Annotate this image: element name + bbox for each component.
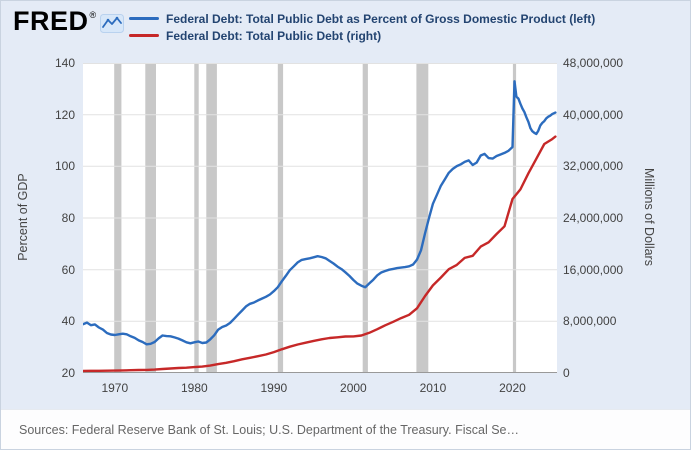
left-axis-tick-label: 20	[61, 366, 75, 380]
left-axis-tick-label: 140	[54, 56, 75, 70]
fred-logo[interactable]: FRED ®	[13, 6, 125, 38]
registered-trademark: ®	[89, 10, 97, 20]
plot-area[interactable]	[81, 63, 557, 373]
right-axis-tick-label: 48,000,000	[563, 56, 624, 70]
left-axis-tick-label: 100	[54, 159, 75, 174]
right-axis-tick-label: 8,000,000	[563, 314, 617, 329]
legend-line-swatch-red	[129, 34, 159, 37]
x-axis-tick-label: 2010	[419, 381, 447, 395]
left-axis-tick-label: 60	[61, 262, 75, 277]
x-axis-tick-label: 1970	[101, 381, 129, 395]
chart-header: FRED ® Federal Debt: Total Public Debt a…	[1, 1, 690, 53]
right-axis-tick-label: 24,000,000	[563, 211, 624, 225]
x-axis-tick-label: 1980	[180, 381, 208, 395]
left-axis-tick-label: 120	[54, 107, 75, 122]
legend-label: Federal Debt: Total Public Debt (right)	[166, 28, 382, 43]
chart-legend: Federal Debt: Total Public Debt as Perce…	[129, 10, 595, 44]
left-axis-tick-label: 40	[61, 314, 75, 329]
sparkline-icon	[100, 14, 125, 38]
right-axis-tick-label: 0	[563, 366, 570, 380]
x-axis-tick-label: 2020	[499, 381, 526, 395]
right-axis-tick-label: 16,000,000	[563, 262, 624, 277]
right-axis-tick-label: 40,000,000	[563, 107, 624, 122]
chart-footer: Sources: Federal Reserve Bank of St. Lou…	[1, 409, 690, 449]
x-axis-tick-label: 1990	[260, 381, 288, 395]
legend-line-swatch-blue	[129, 17, 159, 20]
chart-region: Percent of GDP Millions of Dollars 20 40 6…	[1, 53, 690, 411]
x-axis-tick-label: 2000	[340, 381, 367, 395]
legend-label: Federal Debt: Total Public Debt as Perce…	[166, 11, 596, 26]
legend-item-percent-of-gdp[interactable]: Federal Debt: Total Public Debt as Perce…	[129, 10, 595, 27]
right-axis-tick-label: 32,000,000	[563, 159, 624, 174]
fred-logo-text: FRED	[13, 6, 89, 36]
legend-item-total-public-debt[interactable]: Federal Debt: Total Public Debt (right)	[129, 27, 595, 44]
left-axis-tick-label: 80	[61, 211, 75, 225]
sources-text: Sources: Federal Reserve Bank of St. Lou…	[19, 422, 519, 437]
